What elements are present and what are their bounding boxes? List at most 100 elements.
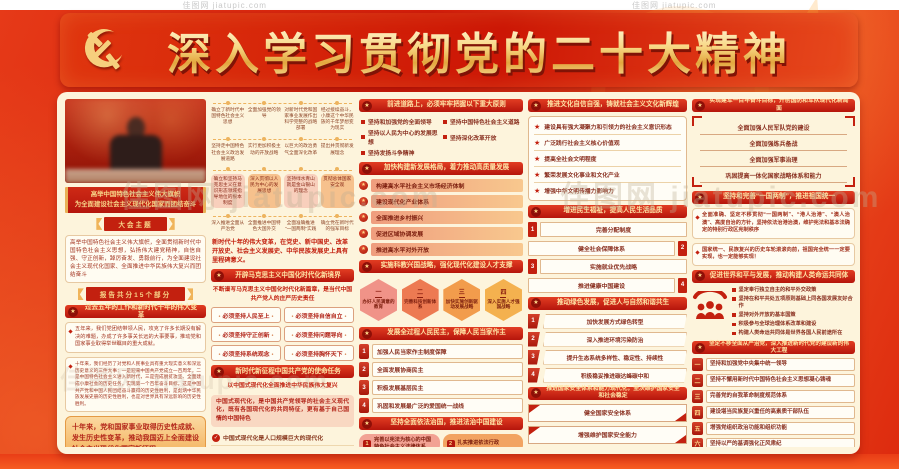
party-building-item: 五 增强党组织政治功能和组织功能: [692, 421, 855, 435]
hexagon-label: 深入实施人才强国战略: [487, 298, 520, 310]
mission-subtext: 以中国式现代化全面推进中华民族伟大复兴: [227, 383, 338, 390]
hexagon-number: 四: [500, 289, 507, 298]
item-number: 4: [678, 277, 687, 293]
timeline-item: 深入推进全面从严治党: [211, 213, 245, 232]
theme-ribbon: 大会主题: [104, 216, 167, 231]
pattern-item: ★ 促进区域协调发展: [359, 227, 523, 240]
law-item: 1 完善以宪法为核心的中国特色社会主义法律体系: [359, 434, 440, 447]
section-header-label: 推进文化自信自强，铸就社会主义文化新辉煌: [547, 101, 679, 109]
star-icon: ★: [531, 298, 541, 308]
star-icon: ★: [695, 192, 705, 203]
item-number: 2: [528, 331, 540, 347]
section-header-label: 坚持和完善“一国两制”，推进祖国统一: [722, 193, 836, 201]
pattern-list: ★ 构建高水平社会主义市场经济体制 ★ 建设现代化产业体系 ★ 全面推进乡村振兴: [359, 179, 523, 256]
item-number: 2: [446, 439, 455, 447]
section-header-party-building: ★ 坚定不移全面从严治党，深入推进新时代党的建设新的伟大工程: [692, 341, 855, 355]
top-watermark-strip: 佳图网 jiatupic.com 佳图网 jiatupic.com: [0, 0, 899, 10]
democracy-item: 2 全面发展协商民主: [359, 362, 523, 377]
livelihood-item: 2 健全社会保障体系: [528, 240, 687, 256]
timeline-item: 全面加强党的领导: [248, 100, 282, 131]
livelihood-list: 1 完善分配制度 2 健全社会保障体系 3 实施就业优先战略 4: [528, 222, 687, 293]
party-building-label: 坚持以严的基调强化正风肃纪: [706, 437, 855, 447]
diplomacy-label: 构建人类命运共同体是世界各国人民前途所在: [738, 330, 843, 337]
item-number-cn: 一: [692, 358, 703, 372]
culture-label: 广泛践行社会主义核心价值观: [544, 141, 620, 147]
pattern-label: 建设现代化产业体系: [371, 195, 523, 208]
military-item: 巩固提高一体化国家战略体系和能力: [700, 168, 847, 183]
timeline-item: 提出并贯彻新发展理念: [321, 136, 355, 161]
five-years-box: 五年来，我们党团结带领人民，攻克了许多长期没有解决的难题，办成了许多事关长远的大…: [65, 322, 206, 353]
diplomacy-label: 坚持在和平共处五项原则基础上同各国发展友好合作: [738, 295, 853, 309]
section-header-green: ★ 推动绿色发展，促进人与自然和谐共生: [528, 296, 687, 310]
pattern-label: 构建高水平社会主义市场经济体制: [371, 179, 523, 192]
party-building-label: 增强党组织政治功能和组织功能: [706, 421, 855, 435]
culture-item: ★ 增强中华文明传播力影响力: [534, 183, 681, 198]
party-building-label: 坚持和加强党中央集中统一领导: [706, 358, 855, 372]
item-number-cn: 六: [692, 437, 703, 447]
hexagon-label: 加快实施创新驱动发展战略: [445, 298, 478, 310]
diplomacy-item: 坚持在和平共处五项原则基础上同各国发展友好合作: [732, 296, 855, 310]
star-icon: ★: [695, 100, 705, 111]
section-header-label: 坚持全面依法治国，推进法治中国建设: [390, 419, 503, 427]
square-bullet-icon: [361, 150, 365, 155]
star-icon: ★: [362, 100, 372, 111]
democracy-label: 巩固和发展最广泛的爱国统一战线: [372, 398, 523, 413]
democracy-list: 1 加强人民当家作主制度保障 2 全面发展协商民主 3 积极发展基层民主: [359, 344, 523, 413]
item-number: 4: [528, 367, 540, 383]
achievements-timeline: 确立了新时代中国特色社会主义思想 全面加强党的领导 对新时代党和国家事业发展作出科学…: [211, 99, 354, 233]
leader-photo: [65, 99, 206, 183]
hexagon-number: 三: [458, 289, 465, 298]
culture-item: ★ 繁荣发展文化事业和文化产业: [534, 167, 681, 183]
page-title: 深入学习贯彻党的二十大精神: [130, 18, 858, 82]
item-number: 3: [528, 259, 537, 274]
section-header-military: ★ 实现建军一百年奋斗目标，开创国防和军队现代化新局面: [692, 99, 855, 112]
section-header-unification: ★ 坚持和完善“一国两制”，推进祖国统一: [692, 191, 855, 204]
livelihood-label: 实施就业优先战略: [540, 259, 687, 274]
section-header-diplomacy: ★ 促进世界和平与发展，推动构建人类命运共同体: [692, 269, 855, 283]
principle-item: 坚持以人民为中心的发展思想: [361, 128, 439, 146]
title-banner: 深入学习贯彻党的二十大精神: [60, 13, 858, 87]
party-building-list: 一 坚持和加强党中央集中统一领导 二 坚持不懈用新时代中国特色社会主义思想凝心铸…: [692, 358, 855, 447]
star-icon: ★: [68, 306, 78, 317]
party-building-label: 坚持不懈用新时代中国特色社会主义思想凝心铸魂: [706, 374, 855, 387]
hexagon-label: 办好人民满意的教育: [362, 298, 395, 310]
six-musts-grid: 必须坚持人民至上必须坚持自信自立必须坚持守正创新必须坚持问题导向必须坚持系统观念…: [211, 307, 354, 362]
green-item: 2 深入推进环境污染防治: [528, 331, 687, 347]
timeline-item: 全面推进中国特色大国外交: [247, 213, 281, 232]
culture-item: ★ 广泛践行社会主义核心价值观: [534, 135, 681, 151]
disc-star-icon: ★: [359, 229, 368, 238]
slogan-line1: 高举中国特色社会主义伟大旗帜: [90, 191, 181, 198]
culture-label: 建设具有强大凝聚力和引领力的社会主义意识形态: [544, 125, 672, 131]
star-icon: ★: [214, 366, 224, 377]
square-bullet-icon: [361, 135, 365, 139]
security-list: 健全国家安全体系增强维护国家安全能力提高公共安全治理水平完善社会治理体系: [528, 403, 687, 448]
timeline-item: 确立党在新时代的强军目标: [320, 213, 354, 232]
item-number: 4: [359, 398, 369, 413]
party-building-item: 六 坚持以严的基调强化正风肃纪: [692, 437, 855, 447]
diplomacy-list: 坚定奉行独立自主的和平外交政策 坚持在和平共处五项原则基础上同各国发展友好合作 …: [732, 287, 855, 338]
star-bullet-icon: ★: [534, 155, 541, 163]
slogan-banner: 高举中国特色社会主义伟大旗帜 为全面建设社会主义现代化国家而团结奋斗: [65, 187, 206, 213]
column-development: ★ 前进道路上，必须牢牢把握以下重大原则 坚持和加强党的全面领导 坚持中国特色社…: [359, 99, 523, 447]
section-header-democracy: ★ 发展全过程人民民主，保障人民当家作主: [359, 327, 523, 340]
timeline-item: 经过接续奋斗，小康这个中华民族的千年梦想变为现实: [320, 100, 354, 131]
star-icon: ★: [695, 342, 705, 353]
livelihood-label: 完善分配制度: [540, 222, 687, 237]
section-header-label: 促进世界和平与发展，推动构建人类命运共同体: [709, 272, 849, 280]
square-bullet-icon: [732, 313, 736, 317]
diplomacy-item: 坚持对外开放的基本国策: [732, 312, 855, 319]
principle-label: 坚持发扬斗争精神: [368, 151, 415, 157]
green-item: 3 提升生态系统多样性、稳定性、持续性: [528, 349, 687, 365]
modernization-item: ✓ 中国式现代化是全体人民共同富裕的现代化: [211, 446, 354, 447]
green-label: 积极稳妥推进碳达峰碳中和: [543, 367, 687, 383]
timeline-item: 实行更加积极主动的开放战略: [248, 136, 282, 161]
security-item: 增强维护国家安全能力: [528, 425, 687, 444]
star-icon: ★: [531, 206, 541, 217]
democracy-item: 4 巩固和发展最广泛的爱国统一战线: [359, 398, 523, 413]
principle-label: 坚持深化改革开放: [450, 135, 497, 142]
culture-label: 繁荣发展文化事业和文化产业: [544, 173, 620, 179]
culture-item: ★ 建设具有强大凝聚力和引领力的社会主义意识形态: [534, 119, 681, 135]
must-item: 必须坚持问题导向: [284, 326, 354, 343]
section-header-five-years: ★ 过去五年的工作和新时代十年的伟大变革: [65, 304, 206, 319]
